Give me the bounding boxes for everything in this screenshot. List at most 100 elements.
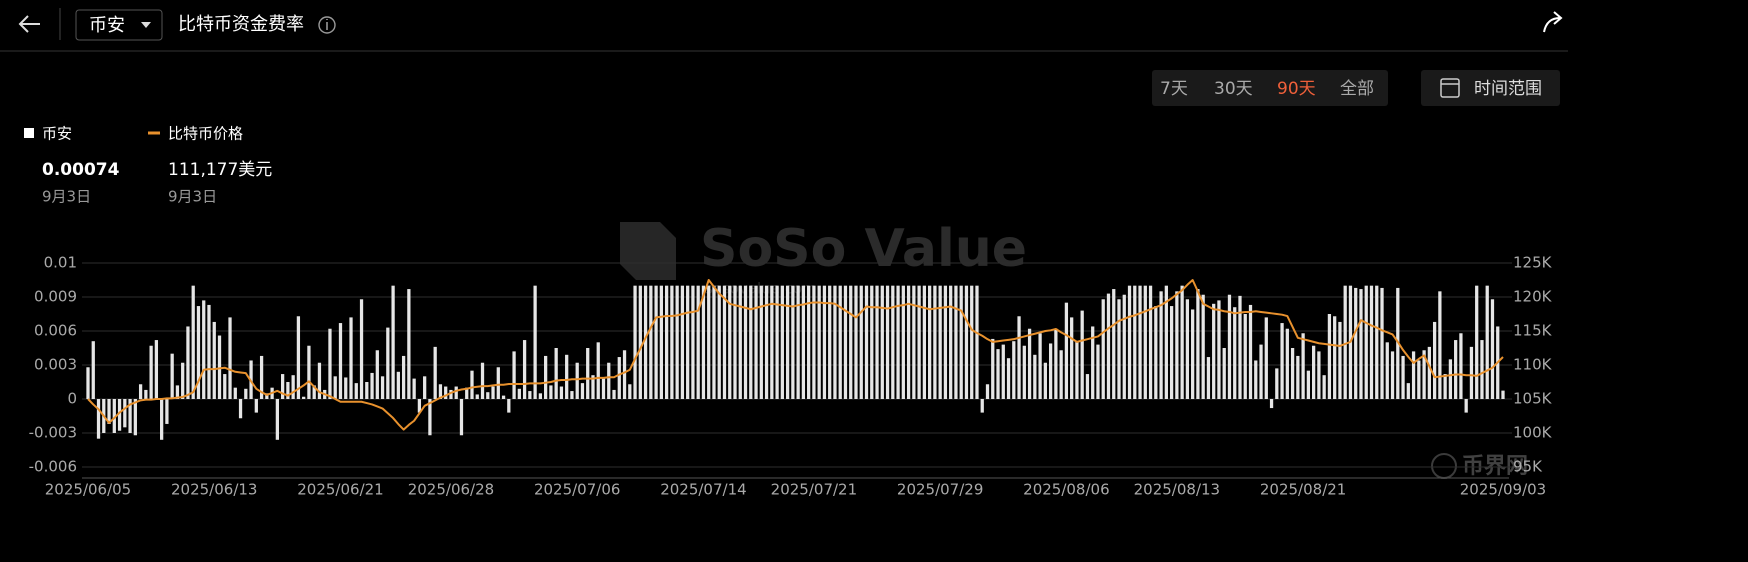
bar	[1501, 390, 1505, 399]
bar	[691, 285, 695, 399]
bar	[1175, 291, 1179, 399]
bar	[312, 385, 316, 399]
bar	[1117, 299, 1121, 399]
bar	[943, 285, 948, 399]
bar	[212, 321, 216, 399]
bar	[244, 388, 248, 399]
bar	[612, 389, 616, 399]
bar	[785, 285, 790, 399]
bar	[412, 378, 416, 399]
bar	[622, 350, 627, 399]
bar	[1159, 291, 1163, 399]
bar	[1054, 328, 1058, 399]
x-tick-label: 2025/06/13	[171, 481, 257, 499]
y-tick-label: -0.003	[29, 424, 77, 442]
bar	[570, 391, 574, 399]
bar	[207, 304, 211, 399]
bar	[1280, 323, 1284, 399]
price-readout: 111,177美元	[168, 160, 272, 180]
bar	[123, 399, 127, 428]
watermark-logo	[620, 222, 676, 280]
back-button[interactable]	[18, 15, 40, 33]
bar	[375, 350, 379, 399]
bar	[1343, 285, 1347, 399]
bar	[202, 300, 206, 399]
bar	[1048, 343, 1053, 399]
legend-label: 比特币价格	[168, 125, 243, 143]
bar	[165, 399, 169, 424]
x-tick-label: 2025/08/21	[1260, 481, 1346, 499]
bar	[970, 285, 974, 399]
bar	[1196, 289, 1200, 399]
exchange-dropdown[interactable]: 币安	[75, 9, 163, 41]
bar	[1233, 307, 1237, 399]
bar	[1201, 294, 1205, 399]
bar	[286, 382, 290, 399]
bar	[365, 382, 369, 399]
bar	[1432, 321, 1437, 399]
bar	[707, 285, 711, 399]
bar	[1022, 345, 1026, 399]
bar	[885, 285, 890, 399]
bar	[296, 316, 301, 399]
y-tick-label: 0	[67, 390, 77, 408]
bar	[607, 362, 611, 399]
range-button[interactable]: 90天	[1277, 79, 1316, 99]
page-title: 比特币资金费率	[178, 14, 304, 35]
bar	[354, 383, 358, 399]
bar	[954, 285, 958, 399]
bar	[160, 399, 164, 440]
bar	[470, 370, 474, 399]
bar	[1127, 285, 1132, 399]
bar	[1143, 285, 1147, 399]
time-range-label: 时间范围	[1474, 79, 1542, 99]
bar	[749, 285, 753, 399]
share-arrow	[1543, 11, 1563, 33]
bar	[349, 317, 353, 399]
bar	[359, 299, 364, 399]
bar	[107, 399, 111, 424]
bar	[696, 285, 700, 399]
time-range-button[interactable]: 时间范围	[1421, 70, 1560, 106]
y-tick-label: 0.01	[44, 254, 77, 272]
range-button[interactable]: 全部	[1340, 79, 1374, 99]
bar	[880, 285, 884, 399]
bar	[722, 285, 727, 399]
share-button[interactable]	[1543, 11, 1563, 33]
info-icon[interactable]	[318, 16, 336, 34]
bar	[1027, 328, 1032, 399]
bar	[533, 285, 537, 399]
bar	[1227, 294, 1232, 399]
bar	[675, 285, 679, 399]
bar	[791, 285, 795, 399]
bar	[1290, 348, 1295, 399]
info-circle	[318, 16, 336, 34]
bar	[538, 393, 543, 399]
bar	[649, 285, 653, 399]
bar	[501, 395, 506, 399]
bar	[775, 285, 779, 399]
bar	[1306, 370, 1311, 399]
x-tick-label: 2025/06/21	[297, 481, 383, 499]
bar	[738, 285, 742, 399]
bar	[1296, 355, 1300, 399]
bar	[86, 367, 90, 399]
range-button[interactable]: 7天	[1160, 79, 1188, 99]
bar	[1248, 304, 1253, 399]
bar	[1070, 317, 1074, 399]
corner-logo	[1431, 453, 1457, 479]
bar	[896, 285, 900, 399]
bar	[838, 285, 842, 399]
bar	[344, 377, 348, 399]
x-tick-label: 2025/06/05	[45, 481, 131, 499]
bar	[864, 285, 869, 399]
bar	[217, 335, 222, 399]
bar	[901, 285, 905, 399]
bar	[1490, 299, 1495, 399]
bar	[517, 388, 521, 399]
bar	[938, 285, 942, 399]
dropdown-box	[75, 9, 163, 41]
bar	[659, 285, 663, 399]
bar	[1191, 309, 1195, 399]
range-button[interactable]: 30天	[1214, 79, 1253, 99]
